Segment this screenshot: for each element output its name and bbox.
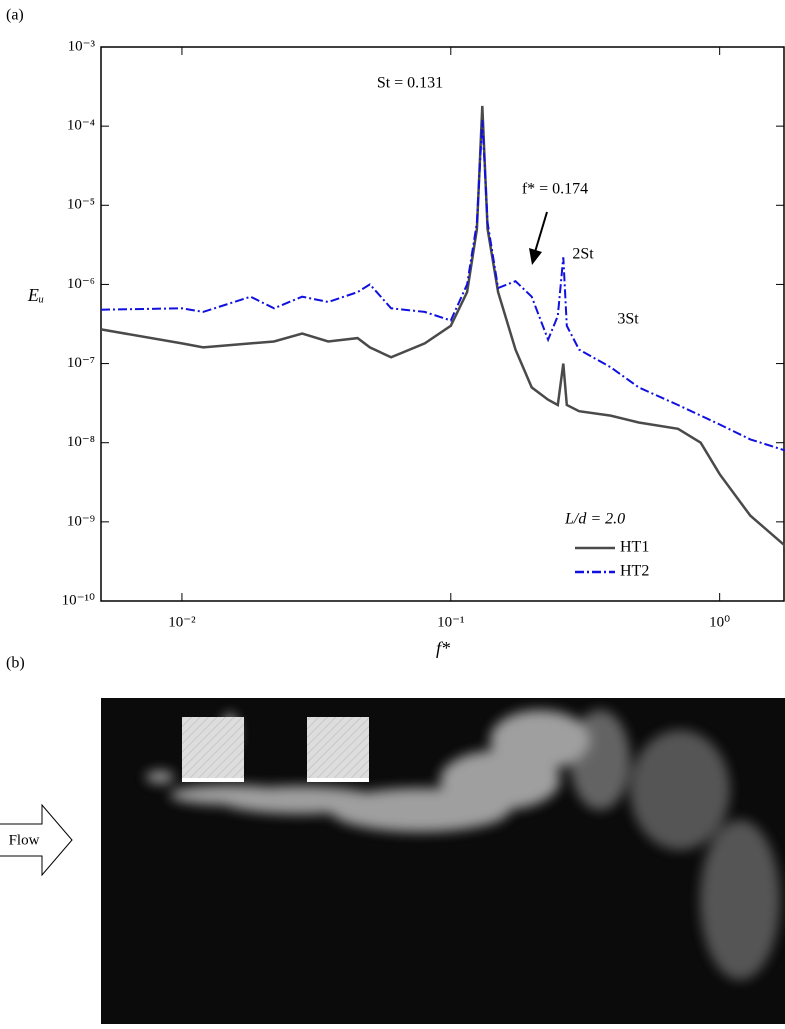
annotation-arrow <box>534 211 548 253</box>
y-tick-label: 10⁻¹⁰ <box>62 592 95 608</box>
legend-label: HT2 <box>620 563 649 580</box>
y-tick-label: 10⁻⁹ <box>67 513 95 529</box>
flow-label: Flow <box>9 832 40 848</box>
y-tick-label: 10⁻⁶ <box>67 276 95 292</box>
annotation: 3St <box>617 311 639 328</box>
y-tick-label: 10⁻⁸ <box>67 434 95 450</box>
y-tick-label: 10⁻³ <box>68 38 96 54</box>
y-tick-label: 10⁻⁴ <box>67 118 95 134</box>
flow-arrow <box>0 803 73 877</box>
legend-title: L/d = 2.0 <box>564 511 625 528</box>
y-tick-label: 10⁻⁵ <box>67 197 95 213</box>
panel-label: (b) <box>6 655 25 672</box>
y-axis-label: Eᵤ <box>27 285 44 305</box>
series-line <box>100 105 785 547</box>
annotation: f* = 0.174 <box>522 181 588 198</box>
panel-label: (a) <box>6 7 24 24</box>
series-line <box>100 119 785 452</box>
legend-label: HT1 <box>620 539 649 556</box>
x-axis-label: f* <box>436 638 450 658</box>
plot-frame <box>100 46 785 602</box>
x-tick-label: 10⁰ <box>709 614 730 630</box>
y-tick-label: 10⁻⁷ <box>67 355 95 371</box>
annotation: 2St <box>572 246 594 263</box>
annotation: St = 0.131 <box>377 75 443 92</box>
annotation-arrowhead <box>529 248 542 265</box>
flow-photo <box>101 698 785 1024</box>
x-tick-label: 10⁻¹ <box>437 614 464 630</box>
x-tick-label: 10⁻² <box>168 614 196 630</box>
